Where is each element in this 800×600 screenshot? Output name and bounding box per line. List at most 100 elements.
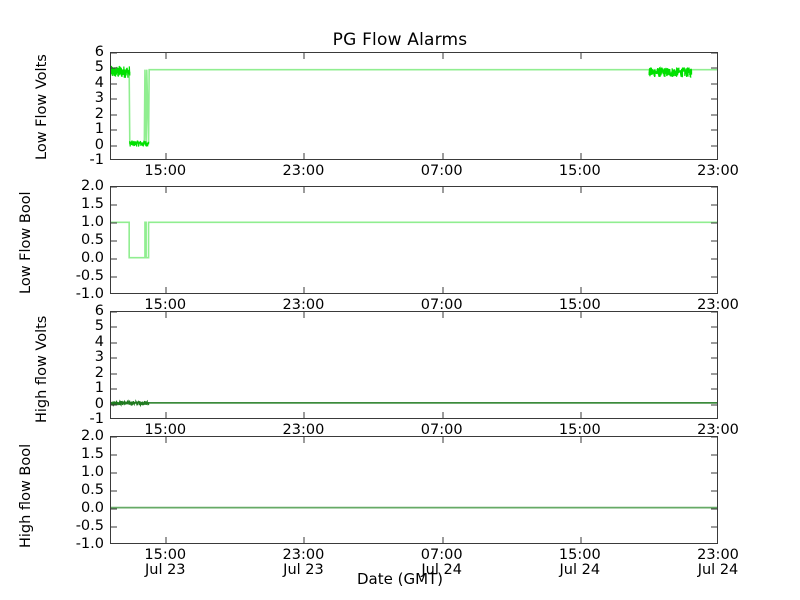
y-tick-mark bbox=[111, 222, 117, 224]
x-tick-mark bbox=[442, 412, 444, 418]
y-tick-label: -1.0 bbox=[75, 536, 104, 552]
y-tick-mark bbox=[111, 357, 117, 359]
y-tick-label: -1 bbox=[89, 411, 104, 427]
y-tick-mark bbox=[711, 222, 717, 224]
x-tick-label: 23:00 bbox=[282, 422, 325, 438]
x-tick-label: 15:00 bbox=[558, 297, 601, 313]
x-tick-date: Jul 24 bbox=[697, 562, 739, 579]
x-tick-time: 15:00 bbox=[558, 163, 601, 179]
y-tick-mark bbox=[111, 53, 117, 54]
x-tick-mark bbox=[442, 312, 444, 318]
chart-title: PG Flow Alarms bbox=[332, 30, 468, 50]
subplot-low-flow-volts: Low Flow Volts -1 0 1 2 3 4 5 6 15:00 23:00 07:00 1… bbox=[34, 44, 739, 179]
x-tick-mark bbox=[303, 312, 305, 318]
y-tick-mark bbox=[711, 67, 717, 69]
y-tick-label: -1 bbox=[89, 152, 104, 168]
y-tick-mark bbox=[111, 454, 117, 456]
x-tick-label: 07:00 bbox=[420, 422, 463, 438]
y-tick-label: 0 bbox=[94, 136, 104, 153]
x-tick-mark bbox=[442, 153, 444, 159]
y-tick-label: 4 bbox=[94, 333, 104, 350]
y-tick-label: 1 bbox=[94, 380, 104, 397]
plot-area-2 bbox=[110, 311, 718, 419]
y-tick-mark bbox=[111, 373, 117, 375]
y-tick-label: -0.5 bbox=[75, 518, 104, 534]
y-tick-mark bbox=[711, 98, 717, 100]
x-tick-time: 07:00 bbox=[420, 547, 463, 563]
x-tick-label: 23:00 bbox=[282, 163, 325, 179]
x-tick-label: 15:00 bbox=[144, 422, 186, 438]
x-tick-mark bbox=[580, 53, 582, 59]
x-tick-label: 07:00 bbox=[421, 297, 463, 313]
y-tick-mark bbox=[711, 357, 717, 359]
x-tick-time: 07:00 bbox=[420, 422, 463, 438]
y-tick-label: 2 bbox=[94, 105, 104, 122]
y-axis-label-1: Low Flow Bool bbox=[18, 191, 34, 294]
y-tick-label: 2.0 bbox=[80, 428, 104, 444]
subplot-high-flow-volts: High flow Volts -1 0 1 2 3 4 5 6 15:00 23:00 07:00… bbox=[34, 303, 739, 438]
y-tick-label: -1.0 bbox=[75, 286, 104, 302]
x-tick-mark bbox=[580, 312, 582, 318]
y-tick-label: 0.5 bbox=[80, 482, 104, 498]
y-tick-label: 1.0 bbox=[80, 214, 104, 230]
x-axis-label: Date (GMT) bbox=[356, 570, 444, 588]
y-tick-mark bbox=[711, 83, 717, 85]
y-tick-mark bbox=[711, 508, 717, 510]
x-tick-time: 23:00 bbox=[282, 297, 325, 313]
y-tick-mark bbox=[711, 454, 717, 456]
x-tick-time: 23:00 bbox=[697, 422, 739, 438]
x-tick-time: 23:00 bbox=[282, 422, 325, 438]
y-tick-mark bbox=[111, 404, 117, 406]
x-tick-time: 15:00 bbox=[144, 297, 187, 313]
y-tick-mark bbox=[711, 145, 717, 147]
y-tick-label: 3 bbox=[94, 90, 104, 107]
plot-area-0 bbox=[110, 52, 718, 160]
x-tick-label: 15:00 bbox=[144, 297, 187, 313]
y-tick-label: 1.0 bbox=[80, 464, 104, 480]
x-tick-time: 23:00 bbox=[282, 163, 325, 179]
y-tick-label: 0.0 bbox=[80, 250, 104, 266]
y-tick-mark bbox=[711, 373, 717, 375]
x-tick-date: Jul 23 bbox=[283, 562, 324, 579]
y-tick-label: 2 bbox=[94, 364, 104, 381]
y-tick-mark bbox=[111, 258, 117, 260]
x-tick-label: 15:00 bbox=[558, 422, 601, 438]
y-tick-mark bbox=[711, 114, 717, 116]
y-tick-mark bbox=[711, 342, 717, 344]
x-tick-mark bbox=[580, 537, 582, 543]
y-tick-mark bbox=[111, 342, 117, 344]
x-tick-mark bbox=[580, 437, 582, 443]
x-tick-date: Jul 24 bbox=[421, 562, 462, 579]
plot-area-3 bbox=[110, 436, 718, 544]
y-tick-mark bbox=[111, 276, 117, 278]
x-tick-mark bbox=[303, 437, 305, 443]
y-tick-mark bbox=[711, 490, 717, 492]
y-tick-mark bbox=[711, 526, 717, 528]
x-tick-time: 15:00 bbox=[558, 422, 601, 438]
y-tick-mark bbox=[711, 187, 717, 188]
x-tick-time: 23:00 bbox=[697, 547, 739, 563]
x-tick-time: 15:00 bbox=[144, 547, 187, 563]
y-tick-mark bbox=[111, 129, 117, 131]
y-tick-label: 6 bbox=[94, 44, 104, 60]
x-tick-date: Jul 24 bbox=[559, 562, 601, 579]
y-tick-mark bbox=[111, 472, 117, 474]
x-tick-mark bbox=[165, 53, 167, 59]
y-tick-mark bbox=[111, 187, 117, 188]
y-tick-mark bbox=[711, 240, 717, 242]
y-tick-mark bbox=[711, 437, 717, 438]
x-tick-label: 15:00 Jul 24 bbox=[559, 547, 601, 579]
x-tick-mark bbox=[580, 287, 582, 293]
x-tick-mark bbox=[165, 287, 167, 293]
plot-area-1 bbox=[110, 186, 718, 294]
x-tick-time: 23:00 bbox=[697, 297, 739, 313]
y-tick-mark bbox=[111, 240, 117, 242]
y-tick-label: 1 bbox=[94, 121, 104, 138]
x-tick-label: 15:00 bbox=[144, 163, 186, 179]
y-tick-label: 5 bbox=[94, 59, 104, 76]
y-tick-mark bbox=[711, 312, 717, 313]
x-tick-mark bbox=[165, 437, 167, 443]
y-tick-mark bbox=[711, 404, 717, 406]
x-tick-label: 23:00 bbox=[697, 422, 739, 438]
x-tick-time: 15:00 bbox=[558, 297, 601, 313]
